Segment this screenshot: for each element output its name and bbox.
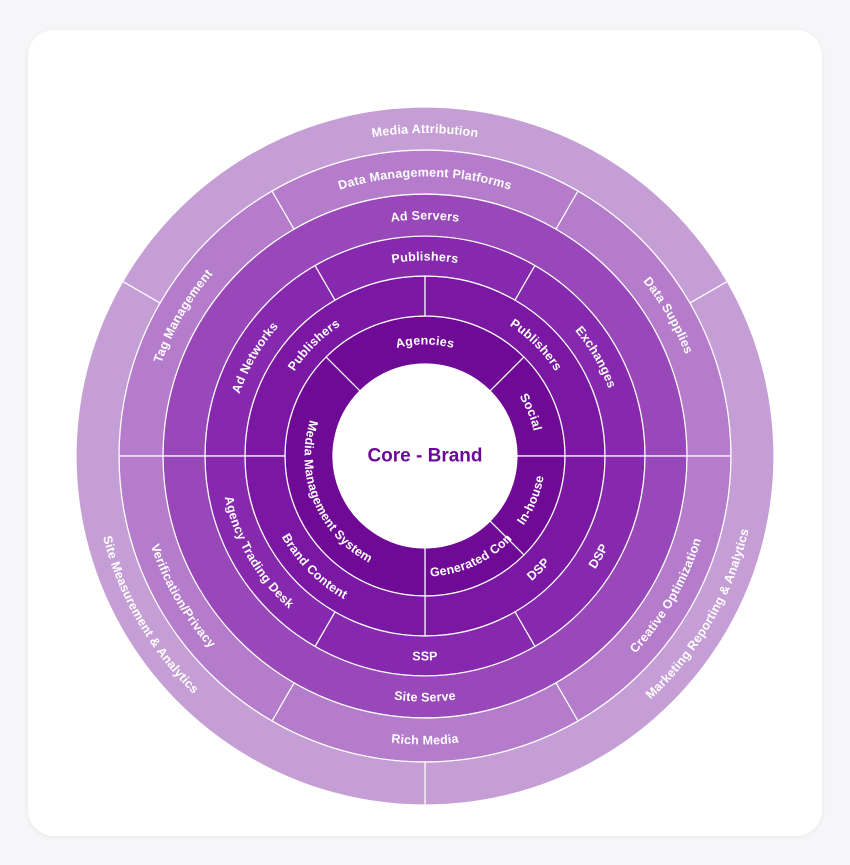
- ring-6-label-media-attribution: Media Attribution: [371, 122, 480, 140]
- ring-5-label-rich-media: Rich Media: [391, 731, 460, 747]
- ring-6-segment-site-measurement-analytics: [75, 280, 426, 806]
- core-brand-label: Core - Brand: [367, 446, 482, 467]
- ring-4-label-site-serve: Site Serve: [394, 689, 457, 705]
- ring-4-label-ad-servers: Ad Servers: [390, 208, 460, 224]
- ring-3-label-ssp: SSP: [412, 649, 438, 663]
- core-circle: [333, 364, 517, 548]
- wheel-segments: [75, 106, 775, 806]
